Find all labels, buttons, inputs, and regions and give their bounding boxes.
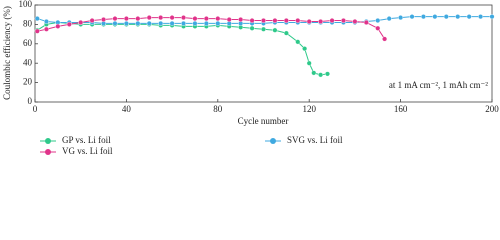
legend-marker — [45, 149, 51, 155]
data-point — [261, 26, 267, 32]
x-tick-label: 40 — [122, 104, 132, 114]
data-point — [181, 20, 187, 26]
data-point — [55, 23, 61, 29]
data-point — [146, 15, 152, 21]
data-point — [192, 16, 198, 22]
data-point — [238, 17, 244, 23]
data-point — [311, 70, 317, 76]
data-point — [123, 20, 129, 26]
y-tick-label: 40 — [23, 57, 33, 67]
data-point — [283, 18, 289, 24]
data-point — [146, 20, 152, 26]
data-point — [318, 18, 324, 24]
data-point — [409, 14, 415, 20]
data-point — [295, 18, 301, 24]
data-point — [283, 30, 289, 36]
data-point — [215, 16, 221, 22]
data-point — [192, 20, 198, 26]
data-point — [249, 18, 255, 24]
data-point — [306, 60, 312, 66]
data-point — [340, 18, 346, 24]
data-point — [443, 14, 449, 20]
data-point — [112, 20, 118, 26]
x-tick-label: 80 — [213, 104, 223, 114]
data-point — [466, 14, 472, 20]
y-axis-label: Coulombic efficiency (%) — [2, 6, 12, 100]
x-tick-label: 0 — [33, 104, 38, 114]
data-point — [34, 28, 40, 34]
data-point — [123, 16, 129, 22]
legend-marker — [45, 138, 51, 144]
data-point — [432, 14, 438, 20]
data-point — [101, 17, 107, 23]
data-point — [363, 19, 369, 25]
data-point — [386, 16, 392, 22]
x-tick-label: 120 — [302, 104, 316, 114]
data-point — [398, 15, 404, 21]
data-point — [295, 39, 301, 45]
data-point — [382, 36, 388, 42]
x-axis-label: Cycle number — [238, 116, 289, 126]
data-point — [181, 15, 187, 21]
legend-label: GP vs. Li foil — [62, 135, 111, 145]
series-line — [37, 21, 328, 76]
data-point — [43, 18, 49, 24]
y-tick-label: 60 — [23, 38, 33, 48]
data-point — [329, 18, 335, 24]
data-point — [352, 18, 358, 24]
data-point — [43, 26, 49, 32]
y-tick-label: 20 — [23, 77, 33, 87]
data-point — [302, 46, 308, 52]
legend-label: VG vs. Li foil — [62, 146, 113, 156]
data-point — [169, 15, 175, 21]
data-point — [272, 18, 278, 24]
data-point — [324, 71, 330, 77]
legend-label: SVG vs. Li foil — [287, 135, 343, 145]
data-point — [158, 15, 164, 21]
data-point — [78, 19, 84, 25]
annotation: at 1 mA cm⁻², 1 mAh cm⁻² — [389, 80, 488, 90]
data-point — [420, 14, 426, 20]
legend-marker — [270, 138, 276, 144]
data-point — [135, 20, 141, 26]
data-point — [169, 20, 175, 26]
data-point — [272, 27, 278, 33]
data-point — [135, 16, 141, 22]
data-point — [261, 18, 267, 24]
x-tick-label: 200 — [485, 104, 499, 114]
data-point — [226, 17, 232, 23]
plot-frame — [34, 4, 493, 103]
data-point — [66, 21, 72, 27]
data-point — [489, 14, 495, 20]
data-point — [89, 18, 95, 24]
data-point — [306, 18, 312, 24]
data-point — [34, 16, 40, 22]
data-point — [112, 16, 118, 22]
x-tick-label: 160 — [394, 104, 408, 114]
chart: Coulombic efficiency (%) Cycle number at… — [2, 0, 499, 156]
data-point — [158, 20, 164, 26]
y-tick-label: 100 — [19, 0, 33, 9]
data-point — [215, 20, 221, 26]
data-point — [203, 16, 209, 22]
data-point — [478, 14, 484, 20]
y-tick-label: 80 — [23, 18, 33, 28]
data-point — [375, 18, 381, 24]
data-point — [249, 25, 255, 31]
y-tick-label: 0 — [28, 96, 33, 106]
data-point — [455, 14, 461, 20]
data-point — [375, 25, 381, 31]
data-point — [318, 72, 324, 78]
data-point — [203, 20, 209, 26]
